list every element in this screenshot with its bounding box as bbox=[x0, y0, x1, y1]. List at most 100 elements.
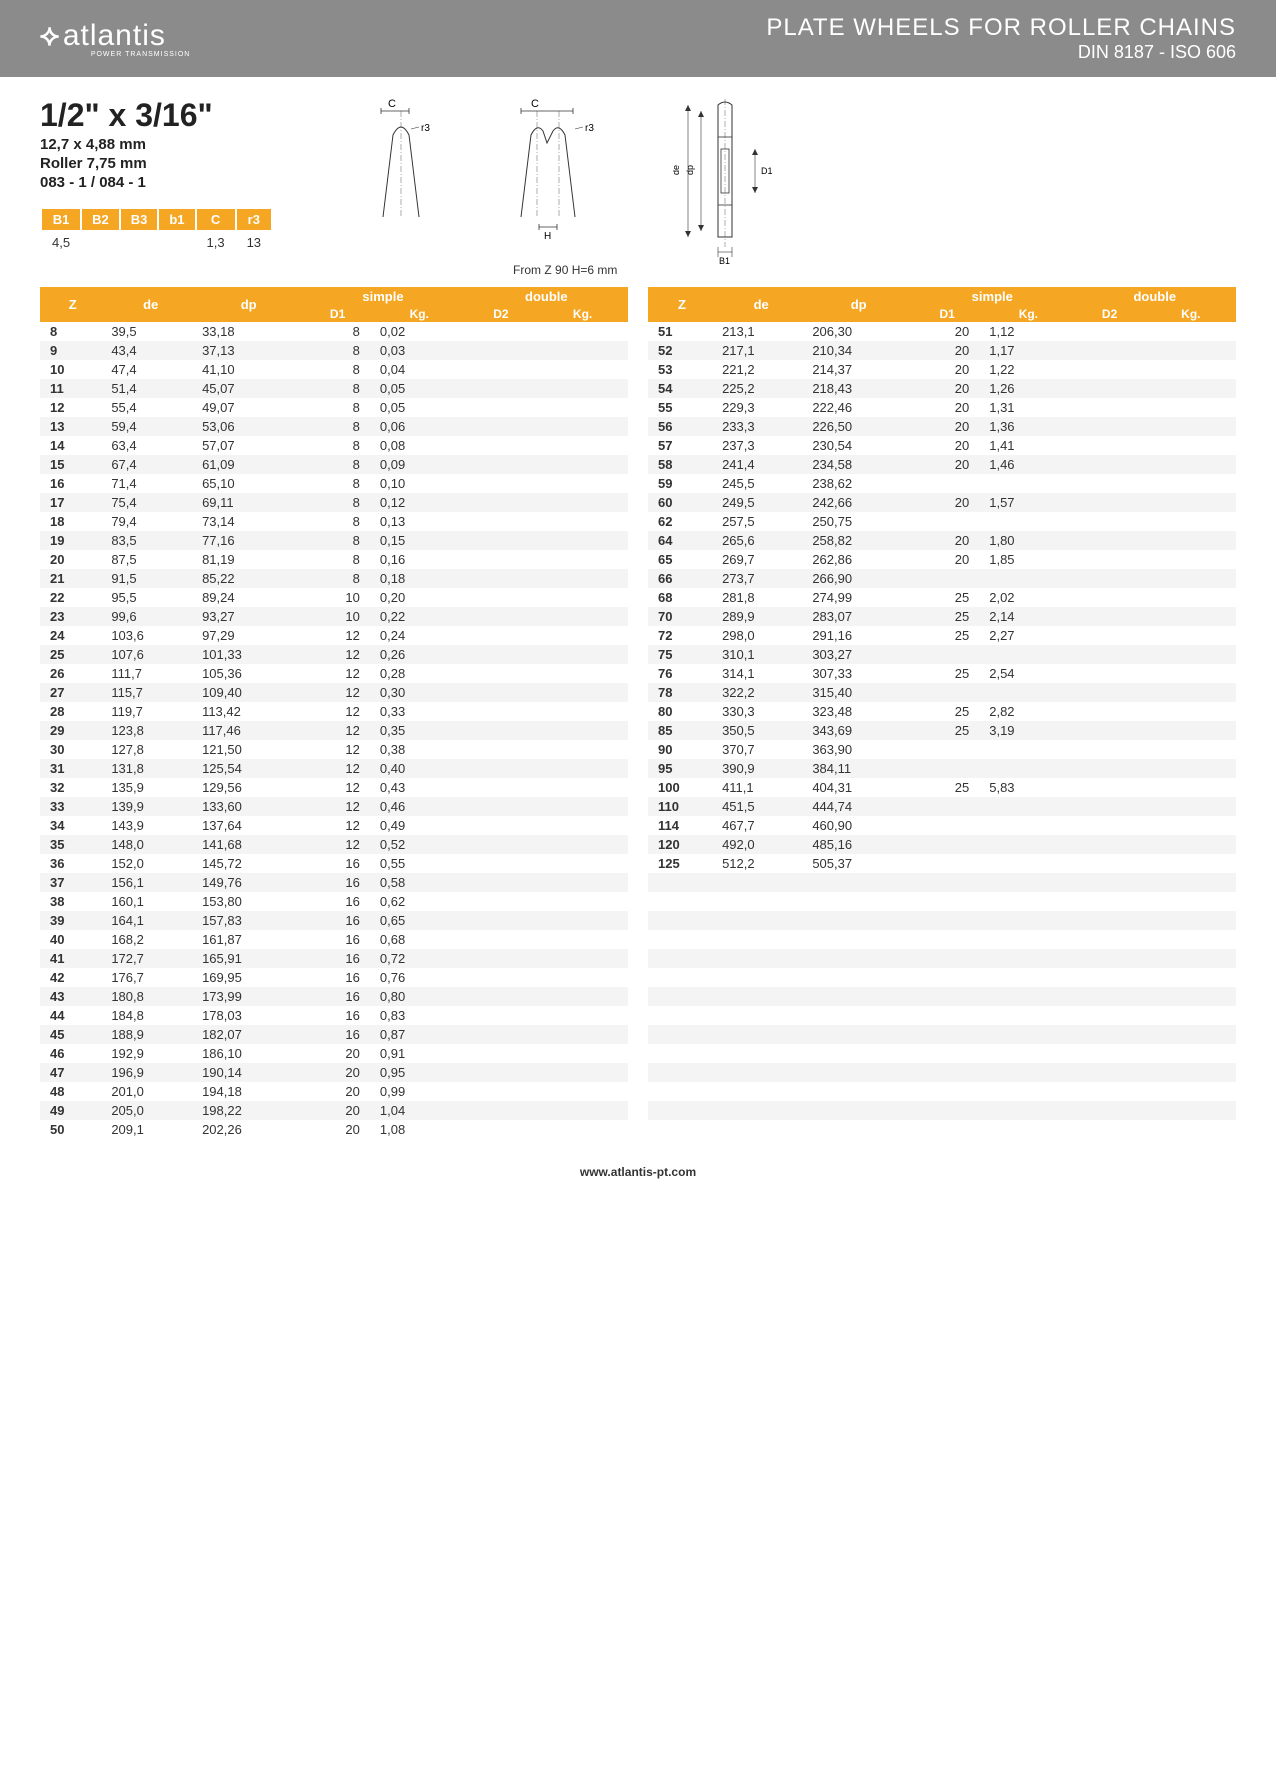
cell-d1: 16 bbox=[301, 911, 374, 930]
cell-kg: 0,58 bbox=[374, 873, 465, 892]
cell-z: 29 bbox=[40, 721, 105, 740]
table-row: 53221,2214,37201,22 bbox=[648, 360, 1236, 379]
svg-text:C: C bbox=[531, 98, 539, 110]
table-row: 42176,7169,95160,76 bbox=[40, 968, 628, 987]
table-row: 45188,9182,07160,87 bbox=[40, 1025, 628, 1044]
cell-kg bbox=[983, 797, 1073, 816]
cell-de: 188,9 bbox=[105, 1025, 196, 1044]
cell-dp: 505,37 bbox=[806, 854, 911, 873]
cell-z: 51 bbox=[648, 322, 716, 341]
cell-d2 bbox=[1074, 436, 1146, 455]
cell-kg2 bbox=[1146, 835, 1236, 854]
table-row: 114467,7460,90 bbox=[648, 816, 1236, 835]
cell-kg2 bbox=[537, 436, 628, 455]
cell-de: 350,5 bbox=[716, 721, 806, 740]
cell-z: 39 bbox=[40, 911, 105, 930]
cell-d2 bbox=[1074, 835, 1146, 854]
cell-kg2 bbox=[1146, 550, 1236, 569]
cell-de: 298,0 bbox=[716, 626, 806, 645]
cell-kg: 0,22 bbox=[374, 607, 465, 626]
cell-z: 21 bbox=[40, 569, 105, 588]
tables-wrap: Z de dp simple double D1 Kg. D2 Kg. 839,… bbox=[40, 287, 1236, 1139]
spec-block: 1/2" x 3/16" 12,7 x 4,88 mm Roller 7,75 … bbox=[40, 97, 273, 255]
cell-dp: 73,14 bbox=[196, 512, 301, 531]
param-val-B1: 4,5 bbox=[42, 232, 80, 253]
cell-z: 62 bbox=[648, 512, 716, 531]
svg-text:r3: r3 bbox=[421, 123, 430, 134]
cell-dp: 157,83 bbox=[196, 911, 301, 930]
cell-kg: 0,05 bbox=[374, 398, 465, 417]
cell-z: 37 bbox=[40, 873, 105, 892]
cell-kg2 bbox=[537, 341, 628, 360]
cell-d1: 8 bbox=[301, 474, 374, 493]
cell-d2 bbox=[465, 949, 538, 968]
cell-z: 95 bbox=[648, 759, 716, 778]
top-section: 1/2" x 3/16" 12,7 x 4,88 mm Roller 7,75 … bbox=[40, 97, 1236, 277]
table-row: 1567,461,0980,09 bbox=[40, 455, 628, 474]
cell-de: 160,1 bbox=[105, 892, 196, 911]
cell-kg2 bbox=[537, 550, 628, 569]
cell-de: 322,2 bbox=[716, 683, 806, 702]
cell-z: 50 bbox=[40, 1120, 105, 1139]
table-row: 1983,577,1680,15 bbox=[40, 531, 628, 550]
cell-dp: 384,11 bbox=[806, 759, 911, 778]
cell-d2 bbox=[465, 531, 538, 550]
cell-kg: 0,28 bbox=[374, 664, 465, 683]
cell-d1: 8 bbox=[301, 455, 374, 474]
cell-dp: 53,06 bbox=[196, 417, 301, 436]
table-row: 38160,1153,80160,62 bbox=[40, 892, 628, 911]
cell-kg2 bbox=[537, 1120, 628, 1139]
cell-de: 63,4 bbox=[105, 436, 196, 455]
cell-d2 bbox=[465, 987, 538, 1006]
cell-d1: 8 bbox=[301, 550, 374, 569]
cell-kg: 1,08 bbox=[374, 1120, 465, 1139]
table-row: 64265,6258,82201,80 bbox=[648, 531, 1236, 550]
cell-dp: 101,33 bbox=[196, 645, 301, 664]
col-kg: Kg. bbox=[374, 306, 465, 322]
table-row: 51213,1206,30201,12 bbox=[648, 322, 1236, 341]
cell-kg2 bbox=[537, 322, 628, 341]
cell-z: 35 bbox=[40, 835, 105, 854]
cell-kg2 bbox=[537, 417, 628, 436]
cell-z: 72 bbox=[648, 626, 716, 645]
cell-dp: 238,62 bbox=[806, 474, 911, 493]
cell-z: 14 bbox=[40, 436, 105, 455]
spec-mm: 12,7 x 4,88 mm bbox=[40, 136, 273, 153]
cell-z: 19 bbox=[40, 531, 105, 550]
cell-z: 68 bbox=[648, 588, 716, 607]
table-row bbox=[648, 1044, 1236, 1063]
cell-d2 bbox=[1074, 721, 1146, 740]
cell-z: 52 bbox=[648, 341, 716, 360]
table-row: 72298,0291,16252,27 bbox=[648, 626, 1236, 645]
cell-d1 bbox=[911, 740, 983, 759]
cell-d1: 12 bbox=[301, 740, 374, 759]
cell-kg2 bbox=[1146, 493, 1236, 512]
cell-de: 143,9 bbox=[105, 816, 196, 835]
table-row: 1047,441,1080,04 bbox=[40, 360, 628, 379]
table-row bbox=[648, 1101, 1236, 1120]
cell-kg2 bbox=[1146, 398, 1236, 417]
cell-de: 390,9 bbox=[716, 759, 806, 778]
cell-z: 15 bbox=[40, 455, 105, 474]
cell-kg: 0,04 bbox=[374, 360, 465, 379]
cell-dp: 242,66 bbox=[806, 493, 911, 512]
table-row: 78322,2315,40 bbox=[648, 683, 1236, 702]
cell-de: 310,1 bbox=[716, 645, 806, 664]
cell-d2 bbox=[1074, 740, 1146, 759]
cell-kg2 bbox=[537, 740, 628, 759]
cell-d1: 25 bbox=[911, 607, 983, 626]
cell-de: 221,2 bbox=[716, 360, 806, 379]
cell-d1: 12 bbox=[301, 759, 374, 778]
cell-d1: 20 bbox=[911, 550, 983, 569]
col-double: double bbox=[465, 287, 628, 306]
cell-de: 209,1 bbox=[105, 1120, 196, 1139]
cell-de: 205,0 bbox=[105, 1101, 196, 1120]
param-head-B1: B1 bbox=[42, 209, 80, 230]
table-row: 80330,3323,48252,82 bbox=[648, 702, 1236, 721]
table-row: 30127,8121,50120,38 bbox=[40, 740, 628, 759]
table-row: 34143,9137,64120,49 bbox=[40, 816, 628, 835]
table-row: 43180,8173,99160,80 bbox=[40, 987, 628, 1006]
cell-z: 42 bbox=[40, 968, 105, 987]
cell-d2 bbox=[1074, 702, 1146, 721]
spec-size: 1/2" x 3/16" bbox=[40, 97, 273, 134]
